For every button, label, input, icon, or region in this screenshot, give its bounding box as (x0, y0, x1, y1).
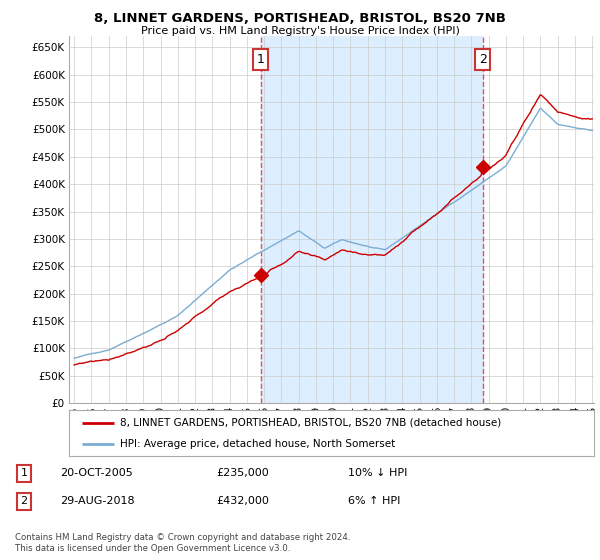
Text: £235,000: £235,000 (216, 468, 269, 478)
Text: 1: 1 (257, 53, 265, 66)
Text: 2: 2 (479, 53, 487, 66)
Bar (260, 36, 483, 403)
Text: 6% ↑ HPI: 6% ↑ HPI (348, 496, 400, 506)
Text: £432,000: £432,000 (216, 496, 269, 506)
Text: 1: 1 (20, 468, 28, 478)
Text: Contains HM Land Registry data © Crown copyright and database right 2024.
This d: Contains HM Land Registry data © Crown c… (15, 533, 350, 553)
Text: 20-OCT-2005: 20-OCT-2005 (60, 468, 133, 478)
Text: Price paid vs. HM Land Registry's House Price Index (HPI): Price paid vs. HM Land Registry's House … (140, 26, 460, 36)
Text: 29-AUG-2018: 29-AUG-2018 (60, 496, 134, 506)
Text: 8, LINNET GARDENS, PORTISHEAD, BRISTOL, BS20 7NB: 8, LINNET GARDENS, PORTISHEAD, BRISTOL, … (94, 12, 506, 25)
Text: 2: 2 (20, 496, 28, 506)
Text: 8, LINNET GARDENS, PORTISHEAD, BRISTOL, BS20 7NB (detached house): 8, LINNET GARDENS, PORTISHEAD, BRISTOL, … (120, 418, 501, 428)
Text: HPI: Average price, detached house, North Somerset: HPI: Average price, detached house, Nort… (120, 439, 395, 449)
Text: 10% ↓ HPI: 10% ↓ HPI (348, 468, 407, 478)
